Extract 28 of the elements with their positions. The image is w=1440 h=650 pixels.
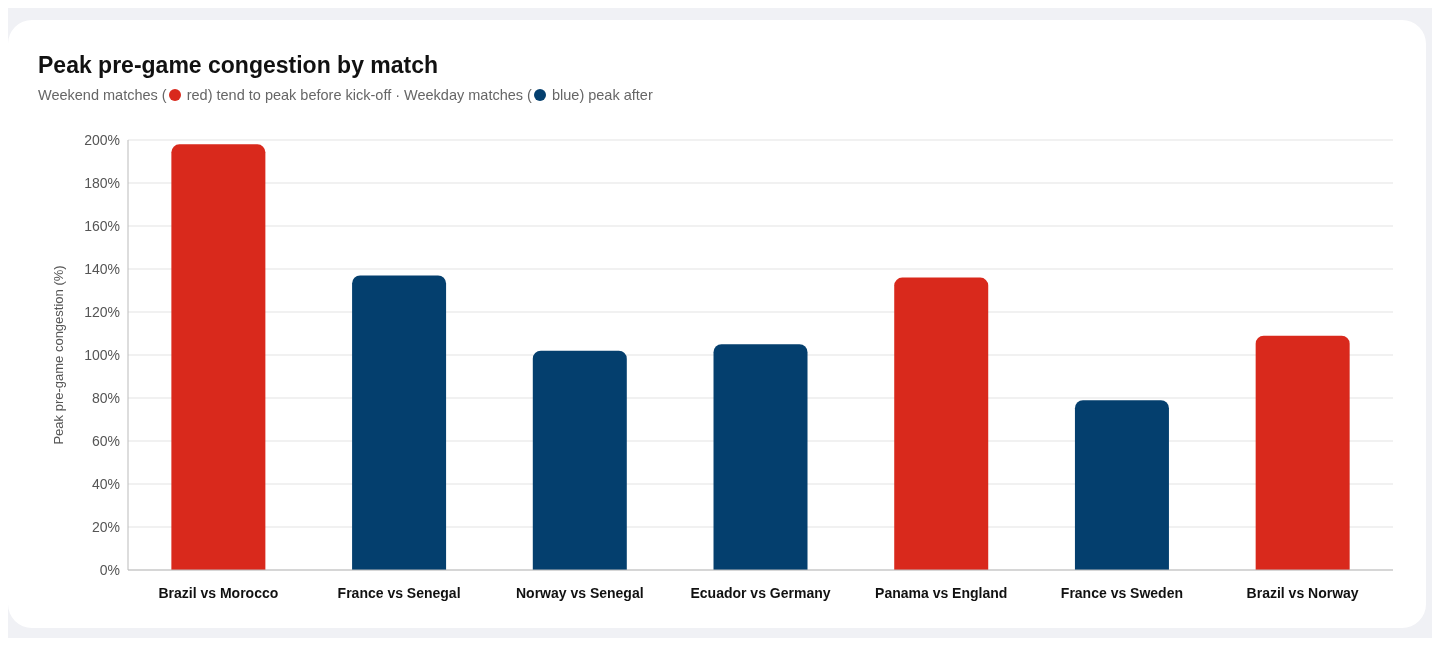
bar (713, 344, 808, 570)
y-tick-label: 40% (91, 475, 120, 492)
y-axis-title: Peak pre-game congestion (%) (50, 265, 66, 445)
y-tick-label: 120% (84, 303, 120, 320)
x-tick-label: Brazil vs Morocco (158, 584, 279, 601)
x-tick-label: Ecuador vs Germany (690, 584, 831, 601)
text: Weekend matches ( red) tend to peak before kick-off · Weekday matches ( blue) peak after (38, 87, 653, 103)
bar (894, 277, 989, 570)
x-tick-label: Brazil vs Norway (1246, 584, 1359, 601)
x-tick-label: France vs Sweden (1060, 584, 1184, 601)
chart-title: Peak pre-game congestion by match (38, 52, 439, 79)
y-tick-label: 160% (84, 217, 120, 234)
y-tick-label: 20% (91, 518, 120, 535)
y-tick-label: 180% (84, 174, 120, 191)
y-tick-label: 140% (84, 260, 120, 277)
bar (1074, 400, 1169, 570)
x-tick-label: Norway vs Senegal (515, 584, 644, 601)
y-tick-label: 200% (84, 131, 120, 148)
x-tick-label: France vs Senegal (337, 584, 461, 601)
x-tick-label: Panama vs England (875, 584, 1008, 601)
y-tick-label: 60% (91, 432, 120, 449)
y-tick-label: 0% (99, 561, 120, 578)
y-tick-label: 100% (84, 346, 120, 363)
bar (352, 275, 447, 570)
bar (171, 144, 266, 570)
bar (1255, 335, 1350, 570)
y-tick-label: 80% (91, 389, 120, 406)
bar (532, 350, 627, 570)
